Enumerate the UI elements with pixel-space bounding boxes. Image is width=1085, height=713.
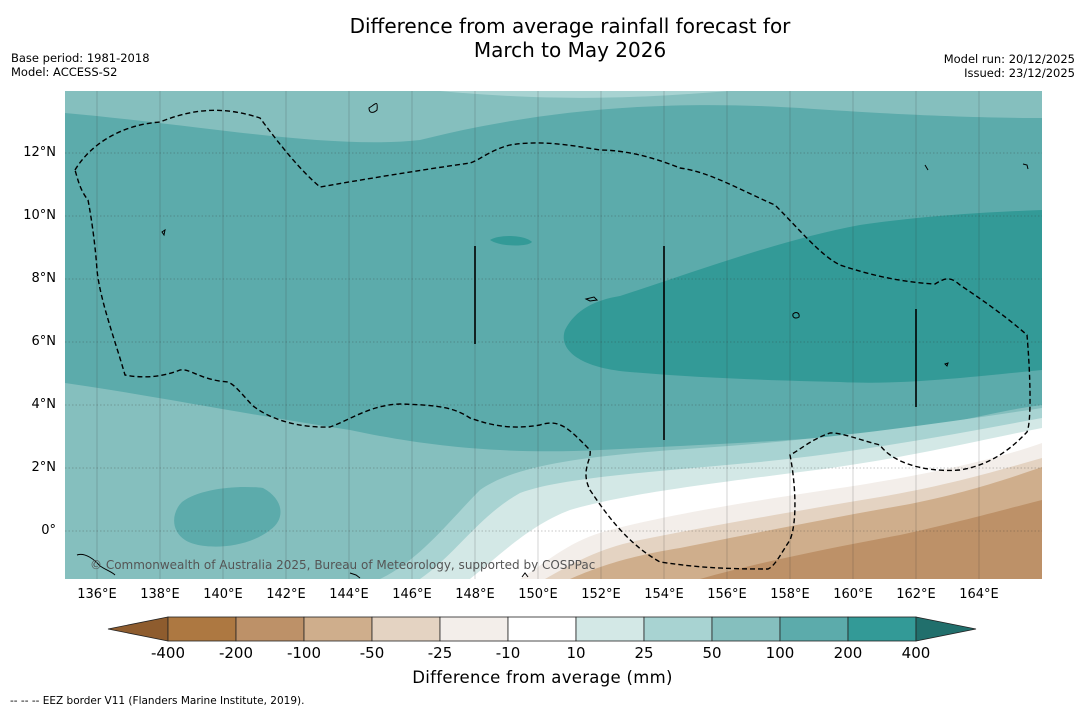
colorbar-c8 <box>643 616 713 642</box>
lon-label-140e: 140°E <box>203 587 243 602</box>
colorbar-tick: -200 <box>218 644 254 662</box>
lat-label-12n: 12°N <box>23 145 56 160</box>
meta-right: Model run: 20/12/2025 Issued: 23/12/2025 <box>944 52 1075 80</box>
colorbar-extend-high <box>915 616 977 642</box>
lon-label-154e: 154°E <box>644 587 684 602</box>
map-area <box>65 91 1042 579</box>
band-25-50-top <box>440 91 730 98</box>
meta-left: Base period: 1981-2018 Model: ACCESS-S2 <box>11 51 150 79</box>
footer-note: -- -- -- EEZ border V11 (Flanders Marine… <box>10 695 305 707</box>
lat-label-6n: 6°N <box>31 334 57 349</box>
lon-label-150e: 150°E <box>518 587 558 602</box>
lat-label-0: 0° <box>41 523 56 538</box>
colorbar-tick: 10 <box>566 644 586 662</box>
title-line-2: March to May 2026 <box>473 38 667 62</box>
model-run: Model run: 20/12/2025 <box>943 52 1075 66</box>
colorbar-tick: -25 <box>427 644 453 662</box>
lon-label-158e: 158°E <box>770 587 810 602</box>
colorbar-c5 <box>439 616 509 642</box>
colorbar <box>107 616 977 642</box>
eez-border-north <box>74 109 1031 570</box>
colorbar-tick: -100 <box>286 644 322 662</box>
chart-title: Difference from average rainfall forecas… <box>0 14 1085 62</box>
colorbar-tick: 25 <box>634 644 654 662</box>
colorbar-label: Difference from average (mm) <box>412 668 673 687</box>
colorbar-tick: 400 <box>901 644 931 662</box>
lon-label-138e: 138°E <box>140 587 180 602</box>
lat-label-4n: 4°N <box>31 397 57 412</box>
lon-label-144e: 144°E <box>329 587 369 602</box>
colorbar-tick: 100 <box>765 644 795 662</box>
blob-200-400 <box>490 236 532 246</box>
band-200-400 <box>563 210 1042 383</box>
issued-date: Issued: 23/12/2025 <box>964 66 1075 80</box>
lon-label-146e: 146°E <box>392 587 432 602</box>
colorbar-tick: -400 <box>150 644 186 662</box>
colorbar-c11 <box>847 616 917 642</box>
blob-100-200 <box>174 486 281 547</box>
colorbar-tick: 200 <box>833 644 863 662</box>
copyright-text: © Commonwealth of Australia 2025, Bureau… <box>90 558 596 572</box>
lat-label-2n: 2°N <box>31 460 57 475</box>
lon-label-136e: 136°E <box>77 587 117 602</box>
boundary-lines <box>474 246 917 440</box>
lon-label-156e: 156°E <box>707 587 747 602</box>
island-outlines <box>76 103 1029 579</box>
colorbar-tick: -50 <box>359 644 385 662</box>
lon-label-152e: 152°E <box>581 587 621 602</box>
lon-label-142e: 142°E <box>266 587 306 602</box>
band-m200-m100 <box>700 500 1042 579</box>
lon-label-162e: 162°E <box>896 587 936 602</box>
colorbar-c7 <box>575 616 645 642</box>
model-name: Model: ACCESS-S2 <box>11 65 118 79</box>
lon-label-148e: 148°E <box>455 587 495 602</box>
meridians <box>96 91 980 579</box>
lon-label-160e: 160°E <box>833 587 873 602</box>
colorbar-c3 <box>303 616 373 642</box>
lon-label-164e: 164°E <box>959 587 999 602</box>
title-line-1: Difference from average rainfall forecas… <box>349 14 791 38</box>
colorbar-c10 <box>779 616 849 642</box>
colorbar-tick: -10 <box>495 644 521 662</box>
colorbar-tick: 50 <box>702 644 722 662</box>
lat-label-8n: 8°N <box>31 271 57 286</box>
lat-label-10n: 10°N <box>23 208 56 223</box>
colorbar-c1 <box>167 616 237 642</box>
base-period: Base period: 1981-2018 <box>11 51 150 65</box>
colorbar-c6 <box>507 616 577 642</box>
colorbar-c2 <box>235 616 305 642</box>
colorbar-extend-low <box>107 616 169 642</box>
colorbar-c4 <box>371 616 441 642</box>
colorbar-c9 <box>711 616 781 642</box>
